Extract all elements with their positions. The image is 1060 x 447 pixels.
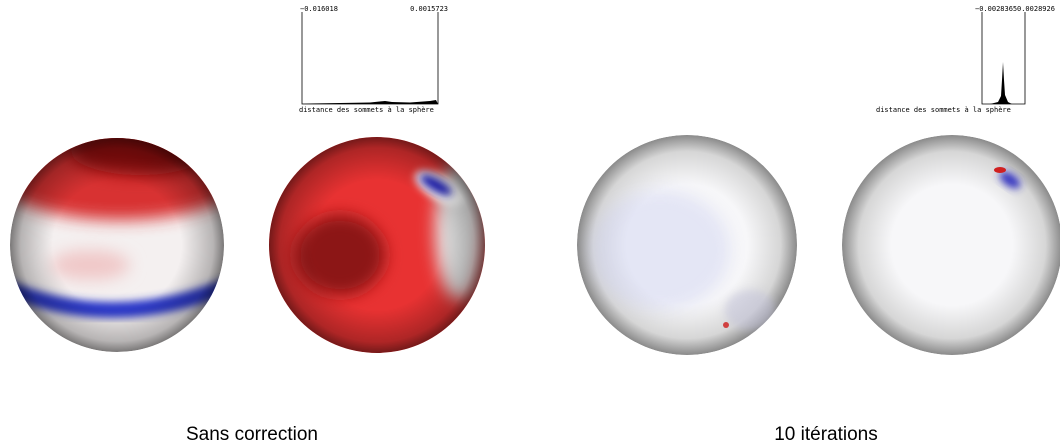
hist-min: −0.0028365	[975, 5, 1017, 13]
caption: Sans correction	[186, 424, 318, 445]
hist-axis-label: distance des sommets à la sphère	[299, 106, 434, 114]
hist-min: −0.016018	[300, 5, 338, 13]
histogram: −0.0028365 0.0028926 distance des sommet…	[876, 5, 1055, 114]
sphere	[842, 135, 1060, 355]
sphere	[10, 138, 224, 352]
histogram: −0.016018 0.0015723 distance des sommets…	[299, 5, 448, 114]
hist-axis-label: distance des sommets à la sphère	[876, 106, 1011, 114]
sphere	[577, 135, 797, 355]
caption: 10 itérations	[774, 424, 878, 445]
hist-max: 0.0028926	[1017, 5, 1055, 13]
sphere	[269, 137, 485, 353]
hist-max: 0.0015723	[410, 5, 448, 13]
